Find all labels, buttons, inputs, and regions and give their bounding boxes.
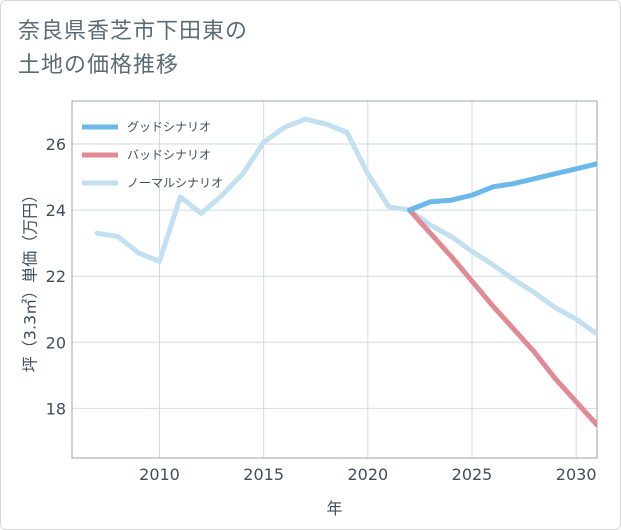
x-tick-label: 2030 — [556, 465, 597, 484]
axis-ticks: 2010 2015 2020 2025 2030 18 20 22 24 26 — [46, 135, 597, 484]
legend-label: グッドシナリオ — [127, 120, 211, 134]
series-line-0 — [407, 161, 597, 213]
legend-label: バッドシナリオ — [127, 148, 211, 162]
y-tick-label: 26 — [46, 135, 66, 154]
x-axis-title: 年 — [326, 499, 342, 518]
series-lines — [94, 116, 597, 428]
legend-label: ノーマルシナリオ — [127, 176, 223, 190]
y-axis-title: 坪（3.3㎡）単価（万円） — [21, 187, 40, 372]
x-tick-label: 2010 — [139, 465, 180, 484]
chart-title-line-1: 奈良県香芝市下田東の — [18, 19, 249, 44]
x-tick-label: 2015 — [243, 465, 284, 484]
y-tick-label: 24 — [46, 201, 66, 220]
y-tick-label: 18 — [46, 399, 66, 418]
y-tick-label: 20 — [46, 333, 66, 352]
chart-title-line-2: 土地の価格推移 — [18, 53, 180, 78]
x-tick-label: 2020 — [347, 465, 388, 484]
x-tick-label: 2025 — [452, 465, 493, 484]
y-tick-label: 22 — [46, 267, 66, 286]
chart-title: 奈良県香芝市下田東の 土地の価格推移 — [18, 15, 248, 83]
series-line-1 — [407, 207, 597, 428]
series-line-2 — [94, 116, 597, 337]
plot-area — [71, 100, 598, 459]
